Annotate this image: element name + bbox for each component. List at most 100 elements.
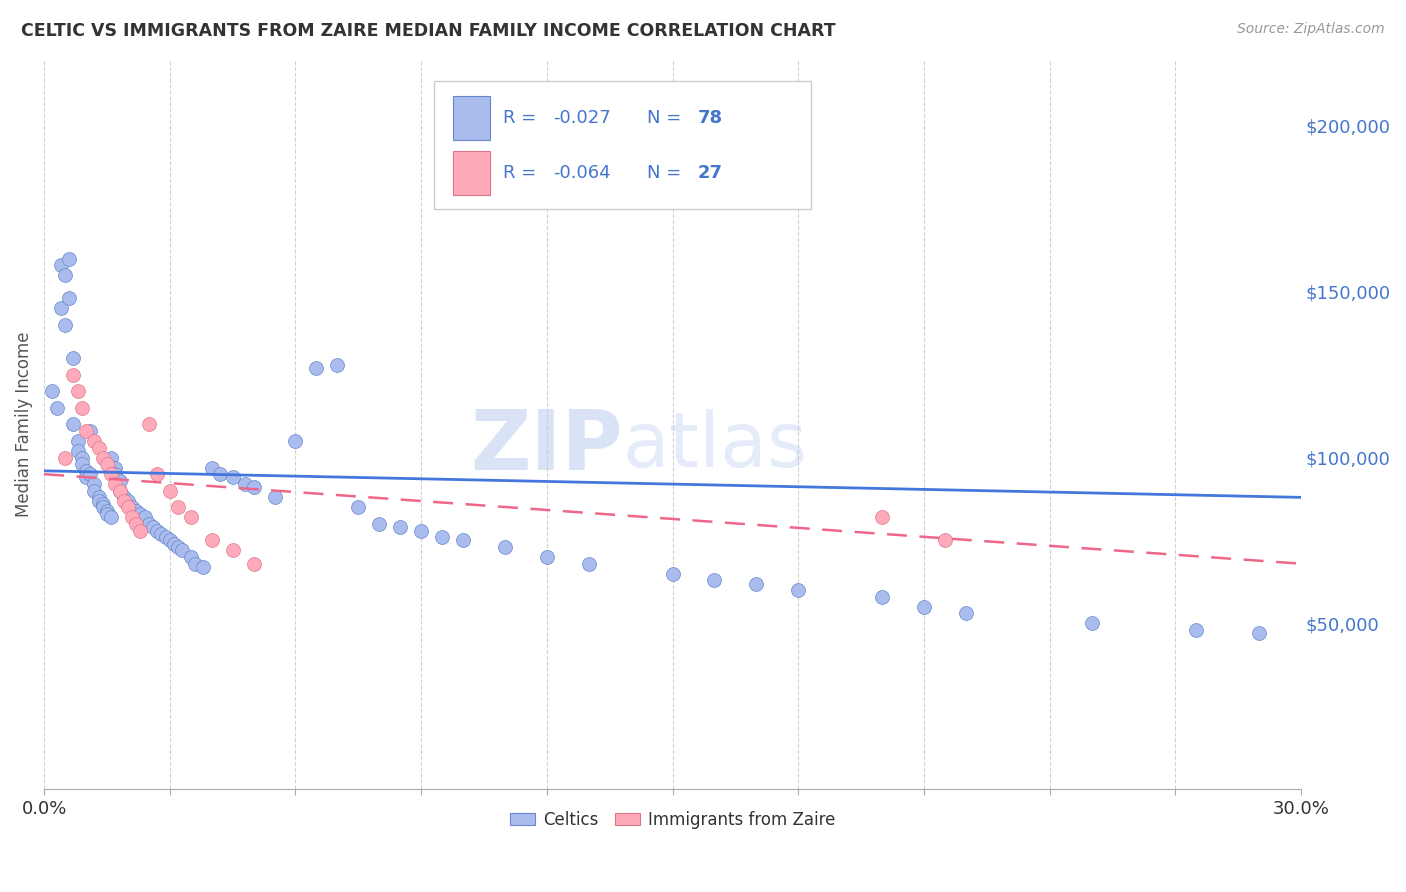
Point bbox=[79, 467, 101, 482]
Point bbox=[117, 500, 139, 515]
Point bbox=[108, 474, 131, 488]
Point bbox=[305, 361, 328, 376]
Point bbox=[389, 520, 412, 534]
Text: N =: N = bbox=[647, 109, 688, 127]
Point bbox=[117, 493, 139, 508]
Point bbox=[180, 510, 202, 524]
Point bbox=[100, 510, 122, 524]
Point bbox=[430, 530, 453, 544]
Point bbox=[91, 450, 114, 465]
Point bbox=[70, 450, 93, 465]
Point bbox=[100, 467, 122, 482]
Point bbox=[45, 401, 67, 415]
Point bbox=[745, 576, 768, 591]
Point bbox=[242, 480, 264, 494]
Point bbox=[75, 424, 97, 438]
Point bbox=[184, 557, 207, 571]
Point bbox=[1249, 626, 1271, 640]
Point bbox=[209, 467, 232, 482]
Point bbox=[62, 351, 84, 365]
Point bbox=[1080, 616, 1102, 631]
Point bbox=[75, 464, 97, 478]
Point bbox=[201, 460, 224, 475]
Point bbox=[49, 301, 72, 316]
Legend: Celtics, Immigrants from Zaire: Celtics, Immigrants from Zaire bbox=[503, 805, 842, 836]
Point bbox=[934, 533, 956, 548]
Point bbox=[221, 543, 243, 558]
Point bbox=[70, 401, 93, 415]
Text: 27: 27 bbox=[697, 164, 723, 182]
Point bbox=[104, 477, 127, 491]
Point bbox=[138, 516, 160, 531]
Y-axis label: Median Family Income: Median Family Income bbox=[15, 332, 32, 517]
FancyBboxPatch shape bbox=[433, 81, 811, 209]
Point bbox=[91, 497, 114, 511]
Point bbox=[870, 510, 893, 524]
Point bbox=[451, 533, 474, 548]
Text: -0.064: -0.064 bbox=[553, 164, 610, 182]
Point bbox=[96, 457, 118, 471]
Point bbox=[150, 526, 173, 541]
Text: R =: R = bbox=[503, 109, 541, 127]
Point bbox=[870, 590, 893, 604]
Point bbox=[172, 543, 194, 558]
Point bbox=[263, 491, 285, 505]
Point bbox=[787, 583, 810, 598]
Point bbox=[159, 533, 181, 548]
Point bbox=[159, 483, 181, 498]
Point bbox=[112, 493, 135, 508]
Point bbox=[108, 483, 131, 498]
Point bbox=[146, 524, 169, 538]
Text: atlas: atlas bbox=[623, 409, 807, 483]
Point bbox=[121, 510, 143, 524]
Point bbox=[129, 507, 152, 521]
Point bbox=[100, 450, 122, 465]
Point bbox=[41, 384, 63, 399]
Point bbox=[96, 503, 118, 517]
Point bbox=[66, 434, 89, 448]
Point bbox=[108, 483, 131, 498]
Point bbox=[87, 493, 110, 508]
Point bbox=[201, 533, 224, 548]
Text: -0.027: -0.027 bbox=[553, 109, 610, 127]
Point bbox=[125, 503, 148, 517]
Point bbox=[661, 566, 683, 581]
Point bbox=[104, 460, 127, 475]
Point bbox=[912, 599, 935, 614]
Point bbox=[125, 516, 148, 531]
Point bbox=[142, 520, 165, 534]
Point bbox=[62, 417, 84, 432]
Point bbox=[96, 507, 118, 521]
Point bbox=[87, 491, 110, 505]
Text: N =: N = bbox=[647, 164, 688, 182]
FancyBboxPatch shape bbox=[453, 96, 491, 140]
Point bbox=[58, 252, 80, 266]
Point bbox=[112, 491, 135, 505]
Text: CELTIC VS IMMIGRANTS FROM ZAIRE MEDIAN FAMILY INCOME CORRELATION CHART: CELTIC VS IMMIGRANTS FROM ZAIRE MEDIAN F… bbox=[21, 22, 835, 40]
Text: R =: R = bbox=[503, 164, 541, 182]
Point bbox=[233, 477, 256, 491]
Point bbox=[703, 574, 725, 588]
Point bbox=[104, 467, 127, 482]
Point bbox=[163, 537, 186, 551]
Point bbox=[347, 500, 370, 515]
Point bbox=[221, 470, 243, 484]
Point bbox=[66, 384, 89, 399]
Point bbox=[58, 292, 80, 306]
Point bbox=[83, 483, 105, 498]
Point bbox=[53, 268, 76, 282]
Text: Source: ZipAtlas.com: Source: ZipAtlas.com bbox=[1237, 22, 1385, 37]
Point bbox=[146, 467, 169, 482]
Point bbox=[87, 441, 110, 455]
Point bbox=[494, 540, 516, 554]
Point bbox=[66, 444, 89, 458]
Point bbox=[155, 530, 177, 544]
Point bbox=[368, 516, 391, 531]
Point bbox=[70, 457, 93, 471]
Point bbox=[83, 434, 105, 448]
Text: ZIP: ZIP bbox=[470, 406, 623, 487]
Point bbox=[134, 510, 156, 524]
Point bbox=[326, 358, 349, 372]
Point bbox=[121, 500, 143, 515]
Point bbox=[53, 450, 76, 465]
